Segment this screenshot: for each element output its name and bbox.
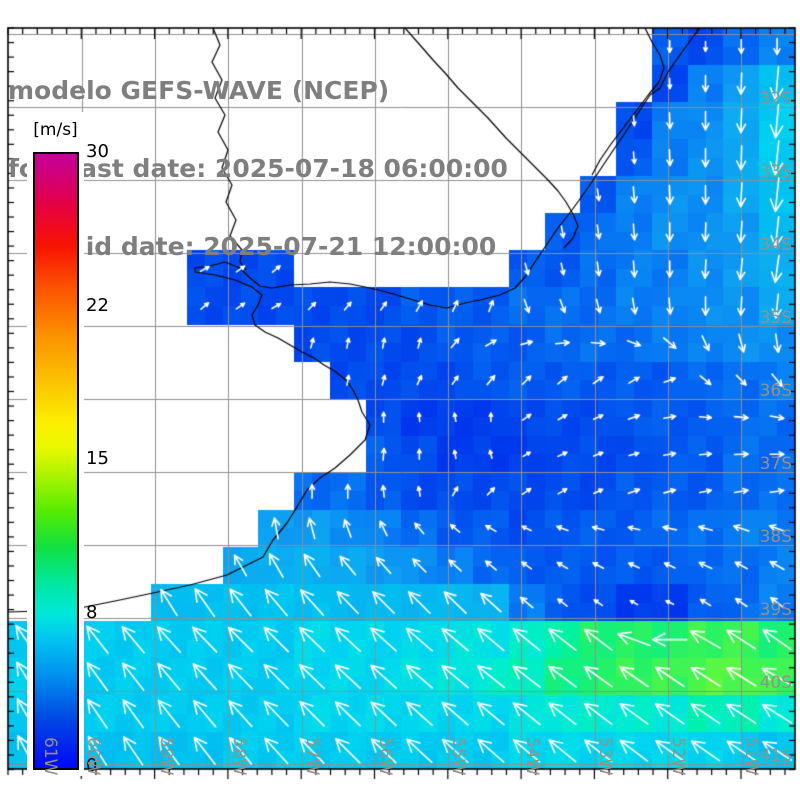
lon-label: 59W <box>156 737 176 776</box>
colorbar-tick-label: 8 <box>86 601 98 623</box>
lon-label: 53W <box>595 737 615 776</box>
lat-label: 40S <box>759 673 792 693</box>
valid-date-label: valid date: 2025-07-21 12:00:00 <box>44 232 497 261</box>
colorbar-tick-label: 30 <box>86 141 109 162</box>
lat-label: 37S <box>759 454 792 474</box>
lat-label: 34S <box>759 235 792 255</box>
colorbar-tick-label: 15 <box>86 448 109 469</box>
lat-label: 33S <box>759 162 792 182</box>
lon-label: 57W <box>302 737 322 776</box>
lon-label: 52W <box>668 737 688 776</box>
lat-label: 36S <box>759 381 792 401</box>
lon-label: 54W <box>522 737 542 776</box>
lat-label: 41S <box>759 746 792 766</box>
colorbar: [m/s] <box>27 112 84 776</box>
colorbar-tick-label: 0 <box>86 755 98 776</box>
lon-label: 56W <box>375 737 395 776</box>
lat-label: 39S <box>759 600 792 620</box>
lon-label: 61W <box>40 737 60 776</box>
lon-label: 60W <box>83 737 103 776</box>
model-title: modelo GEFS-WAVE (NCEP) <box>8 76 390 105</box>
lat-label: 38S <box>759 527 792 547</box>
lon-label: 51W <box>741 737 761 776</box>
colorbar-unit-label: [m/s] <box>33 120 78 140</box>
lon-label: 58W <box>229 737 249 776</box>
colorbar-gradient <box>33 152 79 770</box>
colorbar-tick-label: 22 <box>86 294 109 316</box>
lat-label: 35S <box>759 308 792 328</box>
lat-label: 32S <box>759 89 792 109</box>
lon-label: 55W <box>448 737 468 776</box>
